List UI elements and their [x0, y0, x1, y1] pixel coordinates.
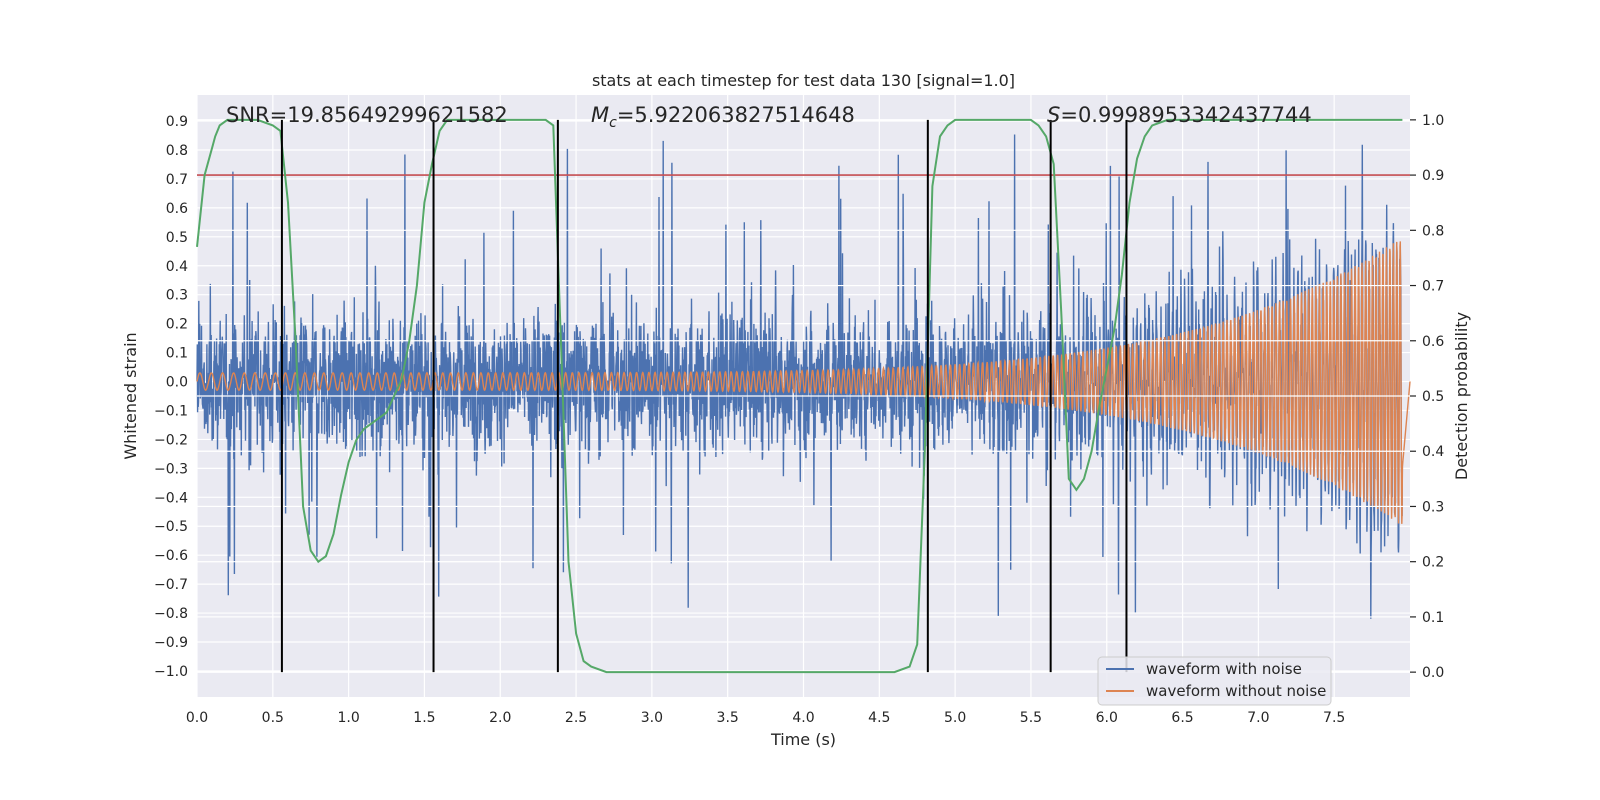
y-tick-label-left: 0.4	[166, 259, 188, 275]
x-tick-label: 2.0	[489, 710, 511, 726]
y-tick-label-left: 0.6	[166, 201, 188, 217]
y-tick-label-left: 0.7	[166, 172, 188, 188]
y-tick-label-left: 0.5	[166, 230, 188, 246]
chirp-mass-annotation: Mc=5.922063827514648	[591, 103, 855, 131]
y-tick-label-right: 0.2	[1422, 555, 1444, 571]
y-tick-label-left: 0.8	[166, 143, 188, 159]
y-tick-label-left: 0.9	[166, 114, 188, 130]
y-tick-label-left: −0.7	[154, 577, 188, 593]
x-tick-label: 1.5	[413, 710, 435, 726]
waveform-with-noise-line	[196, 134, 1404, 621]
y-tick-label-left: −0.9	[154, 635, 188, 651]
y-tick-label-right: 1.0	[1422, 113, 1444, 129]
y-tick-label-right: 0.1	[1422, 610, 1444, 626]
legend: waveform with noise waveform without noi…	[1097, 656, 1332, 706]
overlay-lines	[196, 118, 1410, 674]
y-tick-label-left: −0.1	[154, 403, 188, 419]
waveform-with-noise-series	[196, 134, 1404, 621]
y-tick-label-right: 0.5	[1422, 389, 1444, 405]
y-axis-label-right: Detection probability	[1452, 312, 1471, 480]
x-tick-label: 3.5	[717, 710, 739, 726]
x-tick-label: 6.0	[1096, 710, 1118, 726]
chirp-mass-value: =5.922063827514648	[617, 103, 855, 127]
y-tick-label-right: 0.9	[1422, 168, 1444, 184]
score-annotation: S=0.9998953342437744	[1047, 103, 1312, 127]
y-tick-label-left: 0.2	[166, 317, 188, 333]
y-axis-label-left: Whitened strain	[121, 332, 140, 459]
x-tick-label: 2.5	[565, 710, 587, 726]
score-value: =0.9998953342437744	[1060, 103, 1311, 127]
legend-box	[1097, 656, 1332, 706]
y-tick-label-right: 0.0	[1422, 665, 1444, 681]
x-tick-label: 5.5	[1020, 710, 1042, 726]
y-tick-label-left: −0.6	[154, 548, 188, 564]
x-tick-label: 6.5	[1171, 710, 1193, 726]
y-tick-label-left: −0.4	[154, 490, 188, 506]
x-tick-label: 5.0	[944, 710, 966, 726]
y-tick-label-left: −1.0	[154, 664, 188, 680]
y-tick-label-left: 0.3	[166, 288, 188, 304]
axes: 0.0 0.5 1.0 1.5 2.0 2.5 3.0 3.5 4.0 4.5 5.0 5.5 6.0 6…	[154, 113, 1444, 726]
x-axis-label: Time (s)	[770, 730, 836, 749]
y-tick-label-left: −0.8	[154, 606, 188, 622]
y-tick-label-right: 0.7	[1422, 279, 1444, 295]
y-tick-label-left: −0.3	[154, 461, 188, 477]
y-tick-label-right: 0.6	[1422, 334, 1444, 350]
y-tick-label-right: 0.4	[1422, 444, 1444, 460]
x-tick-label: 0.5	[262, 710, 284, 726]
y-tick-label-right: 0.3	[1422, 499, 1444, 515]
y-tick-label-left: −0.5	[154, 519, 188, 535]
chirp-mass-symbol: M	[591, 103, 609, 127]
chart-title: stats at each timestep for test data 130…	[592, 71, 1015, 90]
x-tick-label: 1.0	[337, 710, 359, 726]
snr-annotation: SNR=19.85649299621582	[226, 103, 508, 127]
y-tick-label-left: 0.0	[166, 375, 188, 391]
detection-probability-line	[196, 118, 1403, 674]
x-tick-label: 3.0	[641, 710, 663, 726]
legend-label-clean: waveform without noise	[1146, 682, 1326, 700]
chirp-mass-subscript: c	[609, 115, 617, 131]
y-tick-label-right: 0.8	[1422, 223, 1444, 239]
y-tick-label-left: −0.2	[154, 432, 188, 448]
x-tick-label: 7.5	[1323, 710, 1345, 726]
x-tick-label: 0.0	[186, 710, 208, 726]
score-symbol: S	[1047, 103, 1060, 127]
y-tick-label-left: 0.1	[166, 346, 188, 362]
legend-label-noise: waveform with noise	[1146, 660, 1302, 678]
x-tick-label: 4.0	[792, 710, 814, 726]
x-tick-label: 7.0	[1247, 710, 1269, 726]
x-tick-label: 4.5	[868, 710, 890, 726]
